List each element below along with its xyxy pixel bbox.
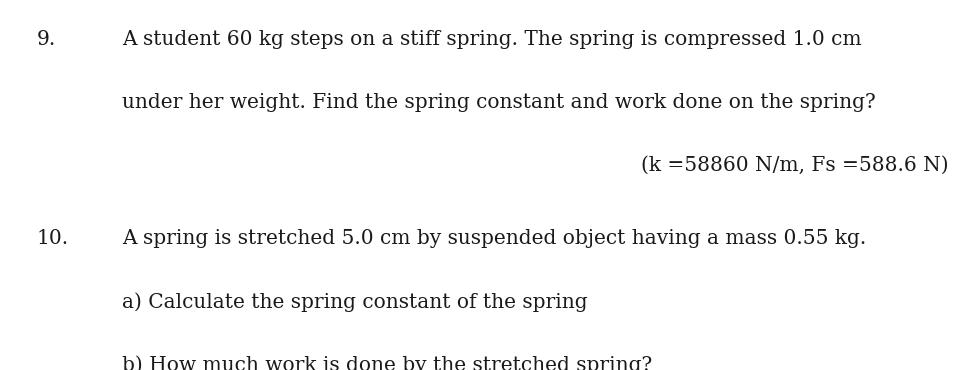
Text: A student 60 kg steps on a stiff spring. The spring is compressed 1.0 cm: A student 60 kg steps on a stiff spring.… xyxy=(122,30,861,48)
Text: a) Calculate the spring constant of the spring: a) Calculate the spring constant of the … xyxy=(122,292,588,312)
Text: 10.: 10. xyxy=(37,229,69,248)
Text: 9.: 9. xyxy=(37,30,56,48)
Text: (k =58860 N/m, Fs =588.6 N): (k =58860 N/m, Fs =588.6 N) xyxy=(641,155,949,174)
Text: under her weight. Find the spring constant and work done on the spring?: under her weight. Find the spring consta… xyxy=(122,92,876,111)
Text: A spring is stretched 5.0 cm by suspended object having a mass 0.55 kg.: A spring is stretched 5.0 cm by suspende… xyxy=(122,229,866,248)
Text: b) How much work is done by the stretched spring?: b) How much work is done by the stretche… xyxy=(122,355,652,370)
